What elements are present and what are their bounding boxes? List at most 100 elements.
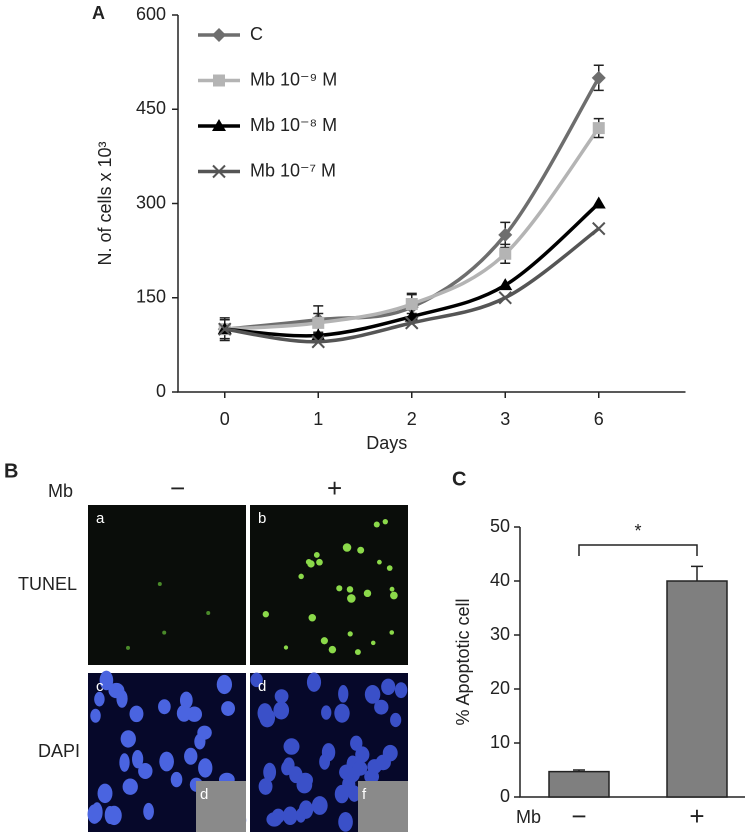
nucleus xyxy=(179,691,193,710)
y-tick-label: 30 xyxy=(490,624,510,644)
y-axis-title: N. of cells x 10³ xyxy=(95,141,115,265)
cell xyxy=(298,573,304,580)
nucleus xyxy=(132,750,144,769)
cell xyxy=(157,581,162,586)
legend-label: Mb 10⁻⁸ M xyxy=(250,115,337,135)
image-label: d xyxy=(258,678,266,695)
nucleus xyxy=(364,769,380,784)
nucleus xyxy=(282,806,298,826)
legend-marker xyxy=(213,74,225,87)
nucleus xyxy=(184,747,198,765)
bar xyxy=(548,770,610,798)
legend-label: Mb 10⁻⁷ M xyxy=(250,160,336,180)
column-label: + xyxy=(327,473,342,503)
cell xyxy=(354,649,361,656)
nucleus xyxy=(263,762,277,782)
nucleus xyxy=(99,670,114,691)
cell xyxy=(308,614,317,622)
nucleus xyxy=(339,764,354,780)
nucleus xyxy=(352,760,368,776)
nucleus xyxy=(186,706,203,722)
cell xyxy=(347,631,353,637)
treatment-label: Mb xyxy=(48,481,73,501)
legend-marker xyxy=(212,164,226,179)
nucleus xyxy=(321,705,332,720)
y-tick-label: 150 xyxy=(136,287,166,307)
nucleus xyxy=(273,701,290,720)
cell xyxy=(389,630,395,635)
column-label: − xyxy=(170,473,185,503)
y-axis-title: % Apoptotic cell xyxy=(453,598,473,725)
nucleus xyxy=(334,703,350,723)
legend-label: C xyxy=(250,24,263,44)
cell xyxy=(382,518,388,525)
cell xyxy=(262,611,269,618)
cell xyxy=(320,637,328,645)
marker xyxy=(499,247,512,260)
cell xyxy=(305,558,312,565)
image-label: a xyxy=(96,510,105,527)
inset-label: d xyxy=(200,786,208,803)
nucleus xyxy=(170,771,183,788)
marker xyxy=(592,122,605,135)
nucleus xyxy=(274,689,289,704)
cell xyxy=(126,645,131,650)
nucleus xyxy=(319,753,331,770)
nucleus xyxy=(120,730,136,748)
error-bar xyxy=(691,565,703,581)
panel-label: C xyxy=(452,468,466,490)
nucleus xyxy=(138,762,153,779)
nucleus xyxy=(97,783,113,804)
marker xyxy=(312,316,325,329)
y-tick-label: 50 xyxy=(490,516,510,536)
marker xyxy=(311,335,325,349)
cell xyxy=(373,521,380,528)
nucleus xyxy=(350,735,363,751)
nucleus xyxy=(364,685,381,704)
nucleus xyxy=(283,738,300,755)
x-tick-label: 3 xyxy=(500,409,510,429)
x-tick-label: 1 xyxy=(313,409,323,429)
cell xyxy=(162,630,167,635)
legend-marker xyxy=(212,28,226,42)
nucleus xyxy=(119,753,130,772)
nucleus xyxy=(216,674,233,695)
cell xyxy=(313,552,320,558)
cell xyxy=(370,640,376,646)
y-tick-label: 0 xyxy=(500,786,510,806)
inset-label: f xyxy=(362,786,367,803)
nucleus xyxy=(338,684,349,703)
series-line xyxy=(224,127,601,331)
y-tick-label: 20 xyxy=(490,678,510,698)
nucleus xyxy=(296,776,313,794)
nucleus xyxy=(295,807,306,823)
inset xyxy=(358,781,408,832)
cell xyxy=(357,546,365,554)
x-tick-label: − xyxy=(571,801,586,831)
nucleus xyxy=(394,682,408,699)
marker xyxy=(591,196,606,209)
cell xyxy=(390,591,398,600)
micrograph xyxy=(250,505,408,665)
cell xyxy=(283,645,289,650)
nucleus xyxy=(311,796,328,815)
cell xyxy=(206,610,211,615)
nucleus xyxy=(129,705,144,723)
nucleus xyxy=(381,678,396,696)
marker xyxy=(592,221,606,236)
nucleus xyxy=(104,805,116,825)
nucleus xyxy=(221,701,236,716)
nucleus xyxy=(266,812,283,827)
image-label: b xyxy=(258,510,266,527)
significance-bracket xyxy=(578,544,698,556)
image-label: c xyxy=(96,678,104,695)
marker xyxy=(405,316,419,330)
nucleus xyxy=(306,672,322,692)
annotation: * xyxy=(634,521,641,541)
nucleus xyxy=(382,744,398,762)
panel-label: B xyxy=(4,460,18,482)
legend-label: Mb 10⁻⁹ M xyxy=(250,69,337,89)
cell xyxy=(389,586,395,592)
nucleus xyxy=(122,778,138,795)
